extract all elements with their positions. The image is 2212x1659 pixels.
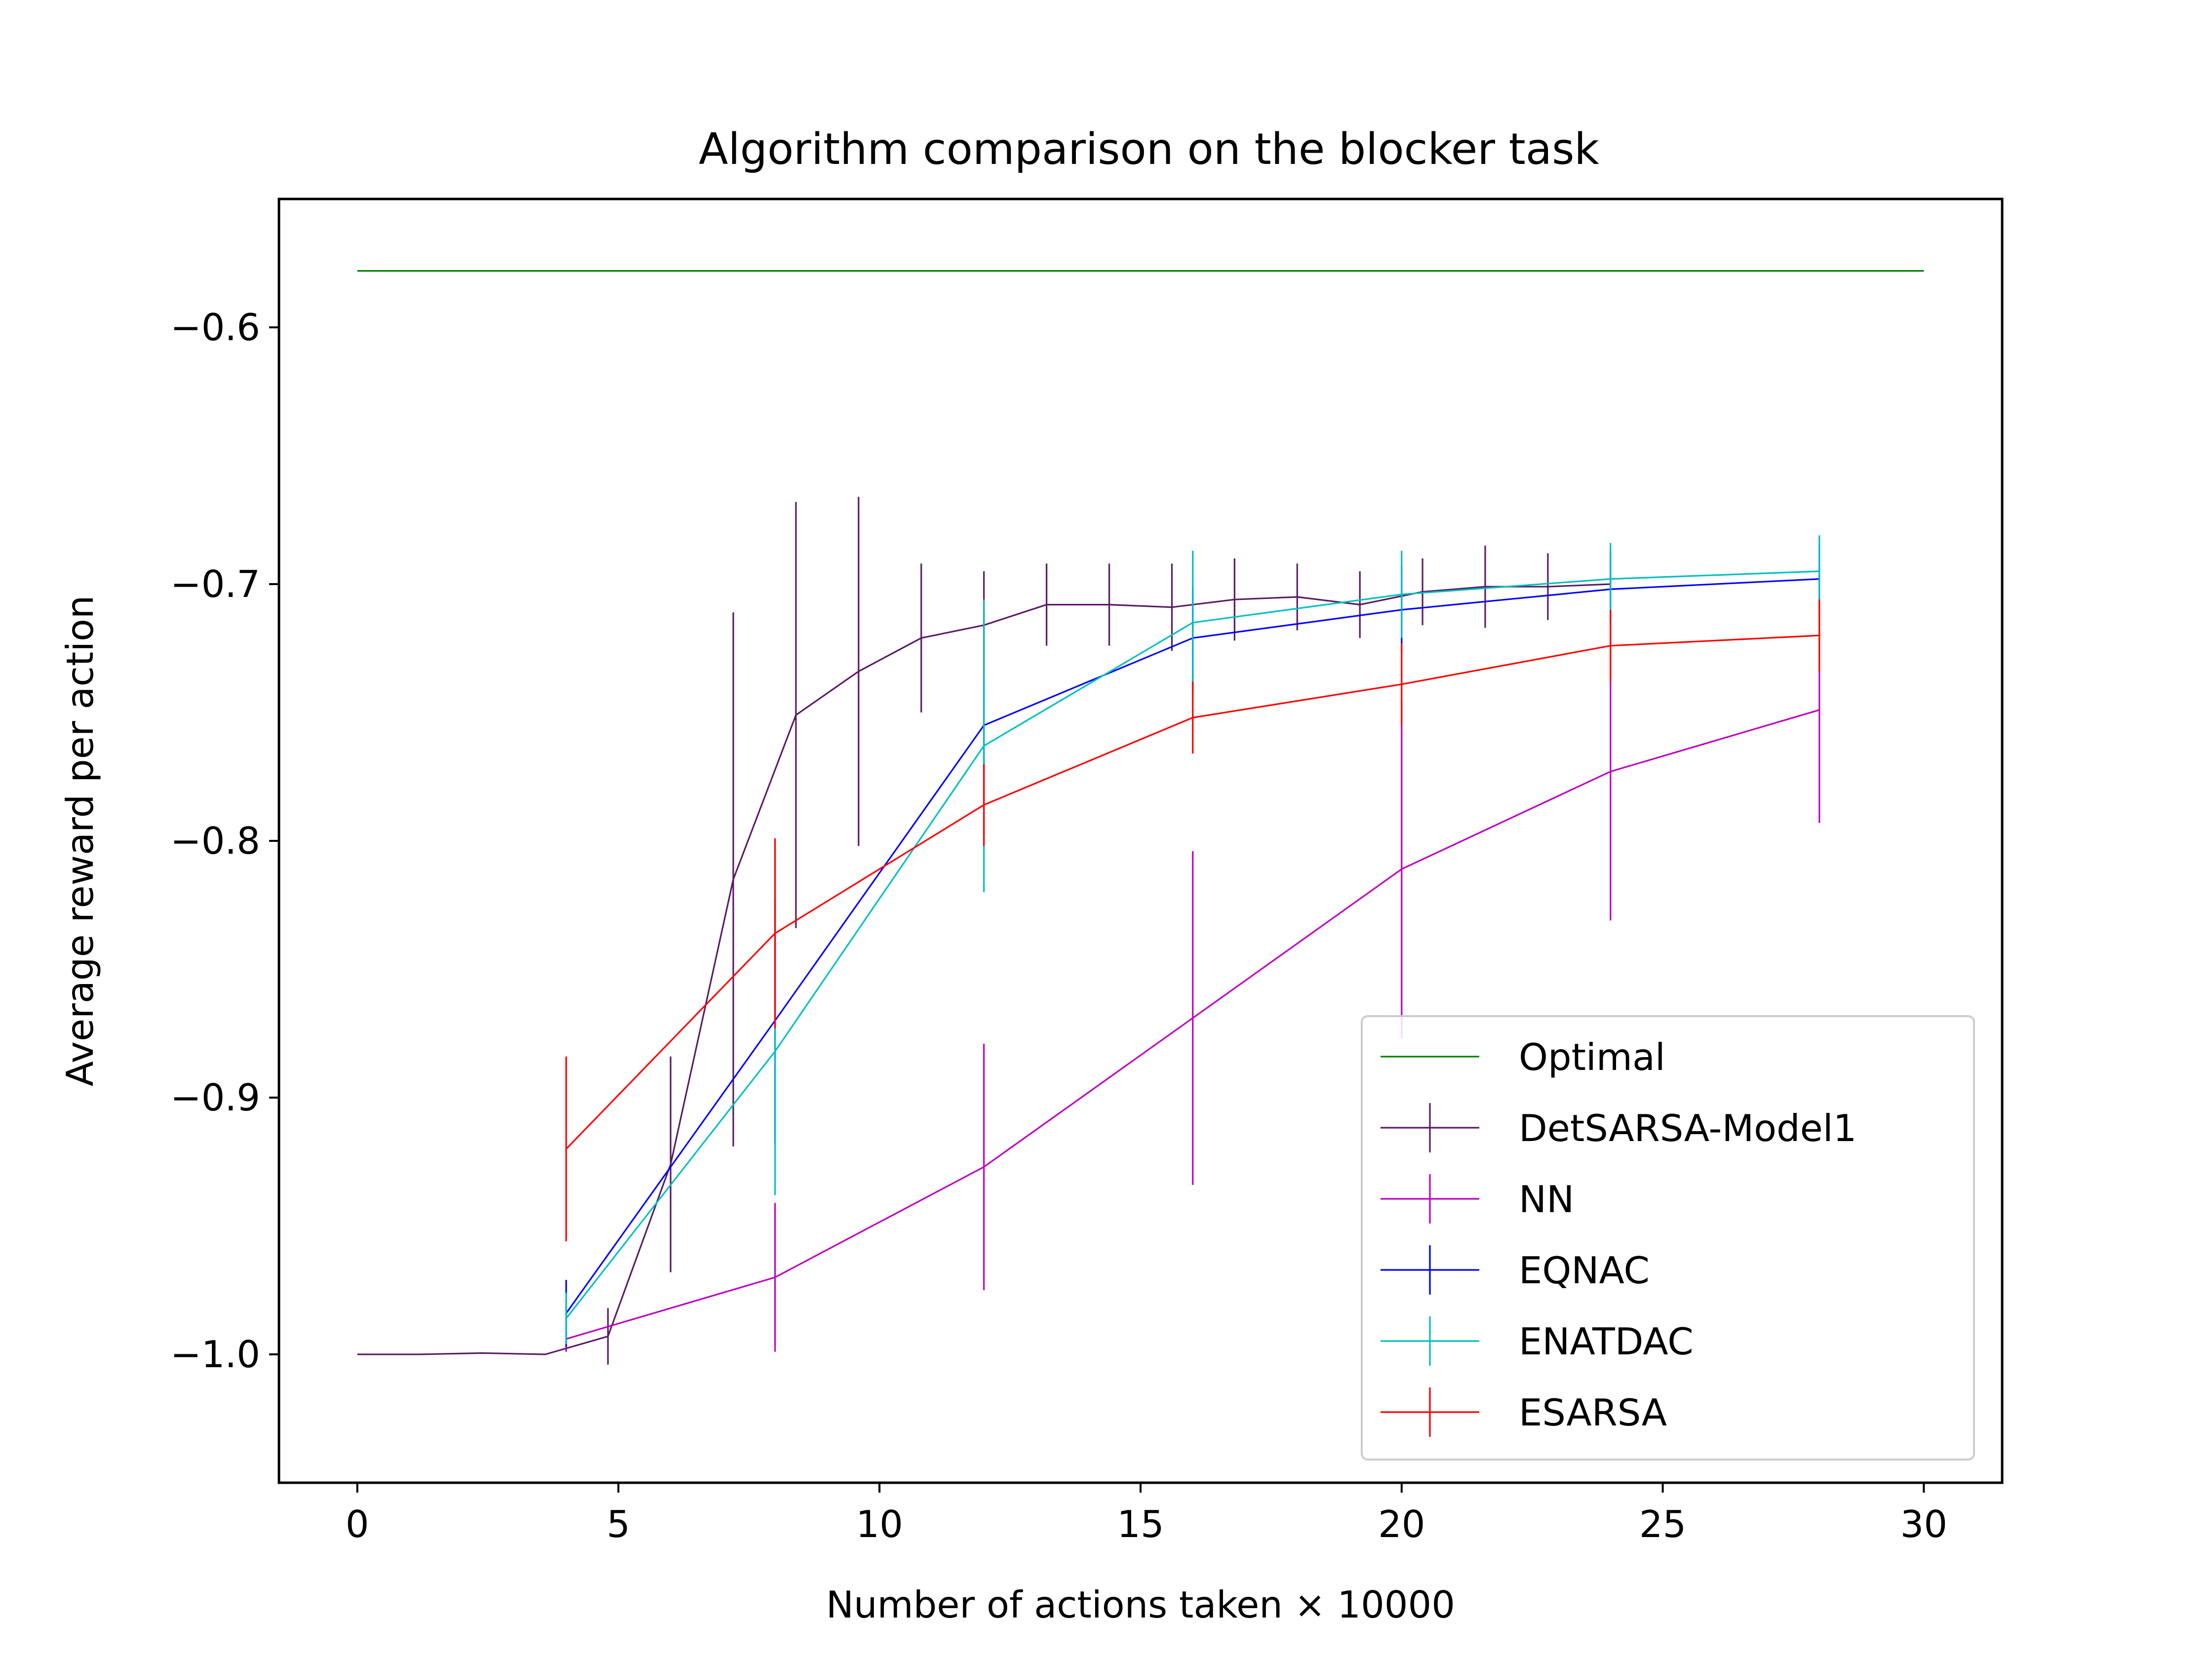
legend-item: Optimal — [1381, 1035, 1665, 1079]
y-tick-label: −1.0 — [170, 1333, 260, 1376]
x-tick-label: 25 — [1639, 1502, 1686, 1546]
legend: Optimal DetSARSA-Model1 NN EQNAC ENATDAC ESAR… — [1361, 1015, 1975, 1461]
x-axis-title: Number of actions taken × 10000 — [826, 1583, 1455, 1626]
legend-label: ESARSA — [1519, 1391, 1667, 1434]
x-tick-label: 0 — [346, 1502, 369, 1546]
x-tick-label: 20 — [1378, 1502, 1425, 1546]
x-tick-label: 10 — [856, 1502, 903, 1546]
legend-label: DetSARSA-Model1 — [1519, 1106, 1856, 1150]
x-tick-label: 30 — [1900, 1502, 1947, 1546]
x-tick-label: 15 — [1117, 1502, 1164, 1546]
y-axis-title: Average reward per action — [58, 595, 102, 1087]
legend-item: EQNAC — [1381, 1245, 1650, 1295]
legend-box — [1361, 1015, 1975, 1461]
series-layer — [357, 270, 1924, 1365]
legend-label: ENATDAC — [1519, 1320, 1694, 1363]
series-esarsa — [565, 599, 1820, 1242]
legend-label: NN — [1519, 1178, 1574, 1221]
y-axis: −1.0 −0.9 −0.8 −0.7 −0.6 — [170, 306, 279, 1376]
y-tick-label: −0.6 — [170, 306, 260, 349]
y-tick-label: −0.9 — [170, 1076, 260, 1119]
legend-item: ESARSA — [1381, 1387, 1667, 1437]
legend-label: EQNAC — [1519, 1249, 1650, 1292]
x-axis: 0 5 10 15 20 25 30 — [346, 1483, 1947, 1546]
y-tick-label: −0.7 — [170, 562, 260, 606]
legend-label: Optimal — [1519, 1035, 1665, 1079]
legend-item: NN — [1381, 1174, 1574, 1224]
legend-item: DetSARSA-Model1 — [1381, 1103, 1856, 1152]
y-tick-label: −0.8 — [170, 819, 260, 863]
legend-item: ENATDAC — [1381, 1316, 1694, 1366]
chart-title: Algorithm comparison on the blocker task — [699, 124, 1599, 174]
x-tick-label: 5 — [607, 1502, 631, 1546]
